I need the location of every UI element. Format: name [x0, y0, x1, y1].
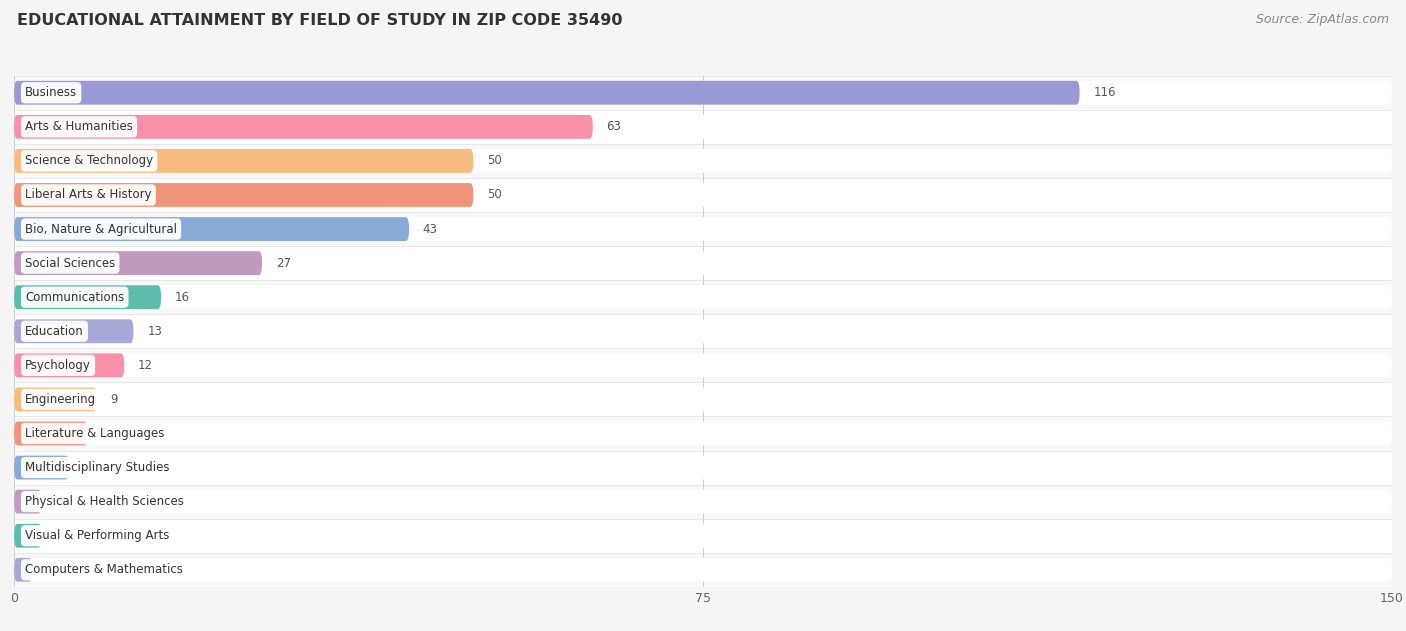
FancyBboxPatch shape [4, 110, 1402, 144]
Text: 50: 50 [486, 189, 502, 201]
Text: Communications: Communications [25, 291, 124, 304]
FancyBboxPatch shape [4, 519, 1402, 553]
Text: Psychology: Psychology [25, 359, 91, 372]
FancyBboxPatch shape [4, 280, 1402, 314]
Text: 6: 6 [83, 461, 90, 474]
Text: Computers & Mathematics: Computers & Mathematics [25, 563, 183, 576]
FancyBboxPatch shape [4, 451, 1402, 485]
Text: 2: 2 [46, 563, 53, 576]
FancyBboxPatch shape [14, 422, 1392, 445]
Text: Science & Technology: Science & Technology [25, 155, 153, 167]
Text: 13: 13 [148, 325, 162, 338]
FancyBboxPatch shape [4, 246, 1402, 280]
Text: EDUCATIONAL ATTAINMENT BY FIELD OF STUDY IN ZIP CODE 35490: EDUCATIONAL ATTAINMENT BY FIELD OF STUDY… [17, 13, 623, 28]
Text: 9: 9 [111, 393, 118, 406]
FancyBboxPatch shape [4, 382, 1402, 416]
Text: Visual & Performing Arts: Visual & Performing Arts [25, 529, 170, 542]
Text: Literature & Languages: Literature & Languages [25, 427, 165, 440]
FancyBboxPatch shape [4, 144, 1402, 178]
FancyBboxPatch shape [14, 183, 1392, 207]
FancyBboxPatch shape [14, 456, 1392, 480]
FancyBboxPatch shape [14, 456, 69, 480]
FancyBboxPatch shape [14, 217, 409, 241]
FancyBboxPatch shape [14, 319, 1392, 343]
FancyBboxPatch shape [14, 558, 32, 582]
FancyBboxPatch shape [14, 251, 1392, 275]
FancyBboxPatch shape [14, 115, 593, 139]
FancyBboxPatch shape [4, 76, 1402, 110]
FancyBboxPatch shape [14, 149, 474, 173]
FancyBboxPatch shape [4, 348, 1402, 382]
FancyBboxPatch shape [14, 524, 1392, 548]
FancyBboxPatch shape [14, 251, 262, 275]
Text: Bio, Nature & Agricultural: Bio, Nature & Agricultural [25, 223, 177, 235]
FancyBboxPatch shape [4, 178, 1402, 212]
FancyBboxPatch shape [14, 149, 1392, 173]
Text: Liberal Arts & History: Liberal Arts & History [25, 189, 152, 201]
FancyBboxPatch shape [4, 416, 1402, 451]
FancyBboxPatch shape [14, 387, 1392, 411]
FancyBboxPatch shape [14, 524, 42, 548]
Text: Business: Business [25, 86, 77, 99]
FancyBboxPatch shape [4, 314, 1402, 348]
FancyBboxPatch shape [14, 387, 97, 411]
FancyBboxPatch shape [14, 319, 134, 343]
Text: 8: 8 [101, 427, 108, 440]
Text: 3: 3 [55, 495, 63, 508]
FancyBboxPatch shape [14, 422, 87, 445]
FancyBboxPatch shape [14, 490, 1392, 514]
FancyBboxPatch shape [4, 212, 1402, 246]
FancyBboxPatch shape [14, 558, 1392, 582]
Text: 27: 27 [276, 257, 291, 269]
Text: Physical & Health Sciences: Physical & Health Sciences [25, 495, 184, 508]
Text: Social Sciences: Social Sciences [25, 257, 115, 269]
Text: Engineering: Engineering [25, 393, 96, 406]
Text: 116: 116 [1094, 86, 1116, 99]
Text: 43: 43 [423, 223, 437, 235]
Text: 16: 16 [174, 291, 190, 304]
Text: 12: 12 [138, 359, 153, 372]
FancyBboxPatch shape [14, 285, 1392, 309]
FancyBboxPatch shape [14, 81, 1080, 105]
FancyBboxPatch shape [14, 183, 474, 207]
Text: 3: 3 [55, 529, 63, 542]
Text: 63: 63 [606, 121, 621, 133]
Text: Arts & Humanities: Arts & Humanities [25, 121, 134, 133]
FancyBboxPatch shape [4, 553, 1402, 587]
FancyBboxPatch shape [14, 285, 162, 309]
FancyBboxPatch shape [14, 490, 42, 514]
FancyBboxPatch shape [14, 353, 124, 377]
FancyBboxPatch shape [14, 217, 1392, 241]
Text: Source: ZipAtlas.com: Source: ZipAtlas.com [1256, 13, 1389, 26]
FancyBboxPatch shape [14, 81, 1392, 105]
FancyBboxPatch shape [4, 485, 1402, 519]
Text: 50: 50 [486, 155, 502, 167]
Text: Multidisciplinary Studies: Multidisciplinary Studies [25, 461, 170, 474]
FancyBboxPatch shape [14, 353, 1392, 377]
Text: Education: Education [25, 325, 84, 338]
FancyBboxPatch shape [14, 115, 1392, 139]
